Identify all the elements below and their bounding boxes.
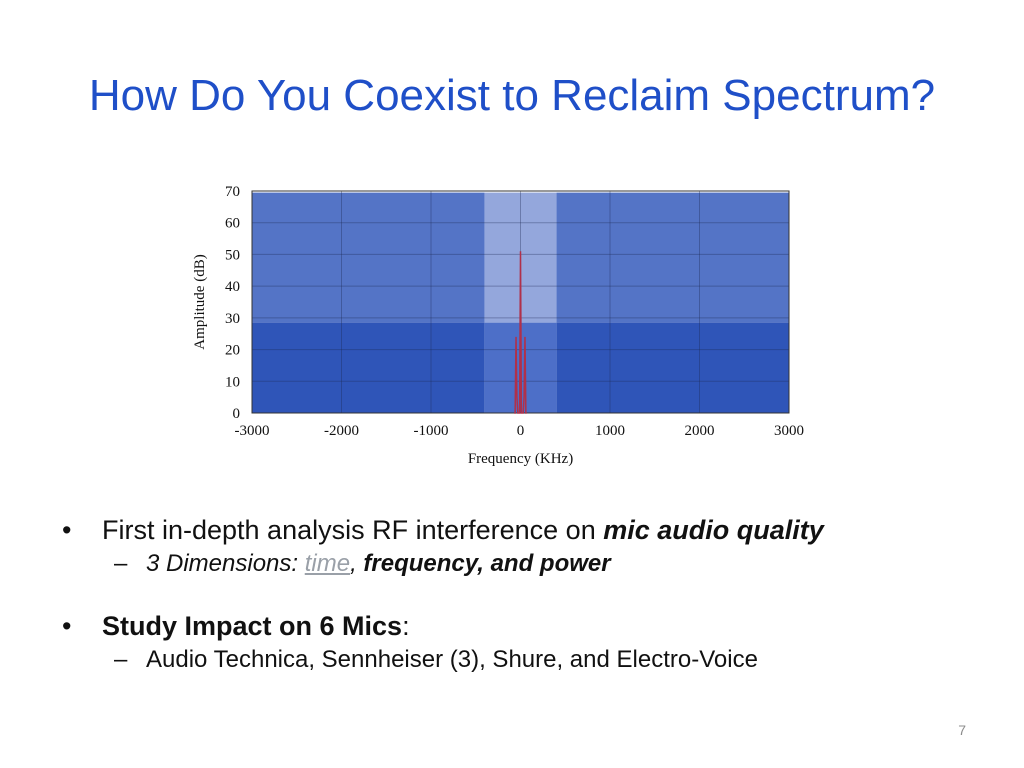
- spectrum-chart-svg: -3000 -2000 -1000 0 1000 2000 3000 0 10 20 30 40 50 6…: [192, 184, 804, 467]
- x-tick-label: -1000: [414, 423, 449, 439]
- sub-bullet-1: – 3 Dimensions: time, frequency, and pow…: [62, 548, 982, 580]
- spectrum-region-1: [252, 322, 485, 413]
- bullet-dot: •: [62, 611, 72, 641]
- plot-frame: [251, 190, 790, 414]
- x-tick-label: 3000: [774, 423, 804, 439]
- bullet-2-tail: :: [402, 611, 410, 641]
- y-tick-label: 0: [233, 406, 241, 422]
- bullet-list: • First in-depth analysis RF interferenc…: [62, 512, 982, 676]
- x-tick-label: 2000: [685, 423, 715, 439]
- spectrum-region-2: [252, 192, 485, 323]
- y-axis-label: Amplitude (dB): [192, 254, 208, 349]
- y-tick-label: 40: [225, 279, 240, 295]
- bullet-2-bold: Study Impact on 6 Mics: [102, 611, 403, 641]
- spectrum-chart: -3000 -2000 -1000 0 1000 2000 3000 0 10 20 30 40 50 6…: [180, 178, 820, 478]
- sub-bullet-dash: –: [114, 550, 128, 577]
- bullet-item-1: • First in-depth analysis RF interferenc…: [62, 512, 982, 548]
- bullet-1-text: First in-depth analysis RF interference …: [102, 515, 604, 545]
- y-tick-label: 50: [225, 247, 240, 263]
- signal-series-line: [514, 251, 527, 414]
- sub-bullet-2: – Audio Technica, Sennheiser (3), Shure,…: [62, 644, 982, 676]
- x-tick-label: 1000: [595, 423, 625, 439]
- sub-bullet-1-rest: frequency, and power: [363, 550, 611, 577]
- x-axis-label: Frequency (KHz): [468, 451, 573, 467]
- slide-title: How Do You Coexist to Reclaim Spectrum?: [88, 71, 936, 120]
- bullet-item-2: • Study Impact on 6 Mics:: [62, 608, 982, 644]
- y-tick-label: 60: [225, 216, 240, 232]
- bullet-1-emphasis: mic audio quality: [603, 515, 824, 545]
- x-tick-label: -2000: [324, 423, 359, 439]
- sub-bullet-2-text: Audio Technica, Sennheiser (3), Shure, a…: [146, 646, 758, 673]
- bullet-dot: •: [62, 515, 72, 545]
- page-number: 7: [958, 722, 966, 738]
- y-tick-label: 10: [225, 374, 240, 390]
- spectrum-region-3: [556, 322, 789, 413]
- sub-bullet-1-prefix: 3 Dimensions:: [146, 550, 305, 577]
- sub-bullet-dash: –: [114, 646, 128, 673]
- spectrum-region-4: [556, 192, 789, 323]
- sub-bullet-1-sep: ,: [350, 550, 364, 577]
- y-tick-label: 20: [225, 343, 240, 359]
- y-tick-label: 30: [225, 311, 240, 327]
- x-tick-label: -3000: [235, 423, 270, 439]
- sub-bullet-1-time: time: [304, 550, 351, 577]
- x-tick-label: 0: [517, 423, 525, 439]
- y-tick-label: 70: [225, 184, 240, 200]
